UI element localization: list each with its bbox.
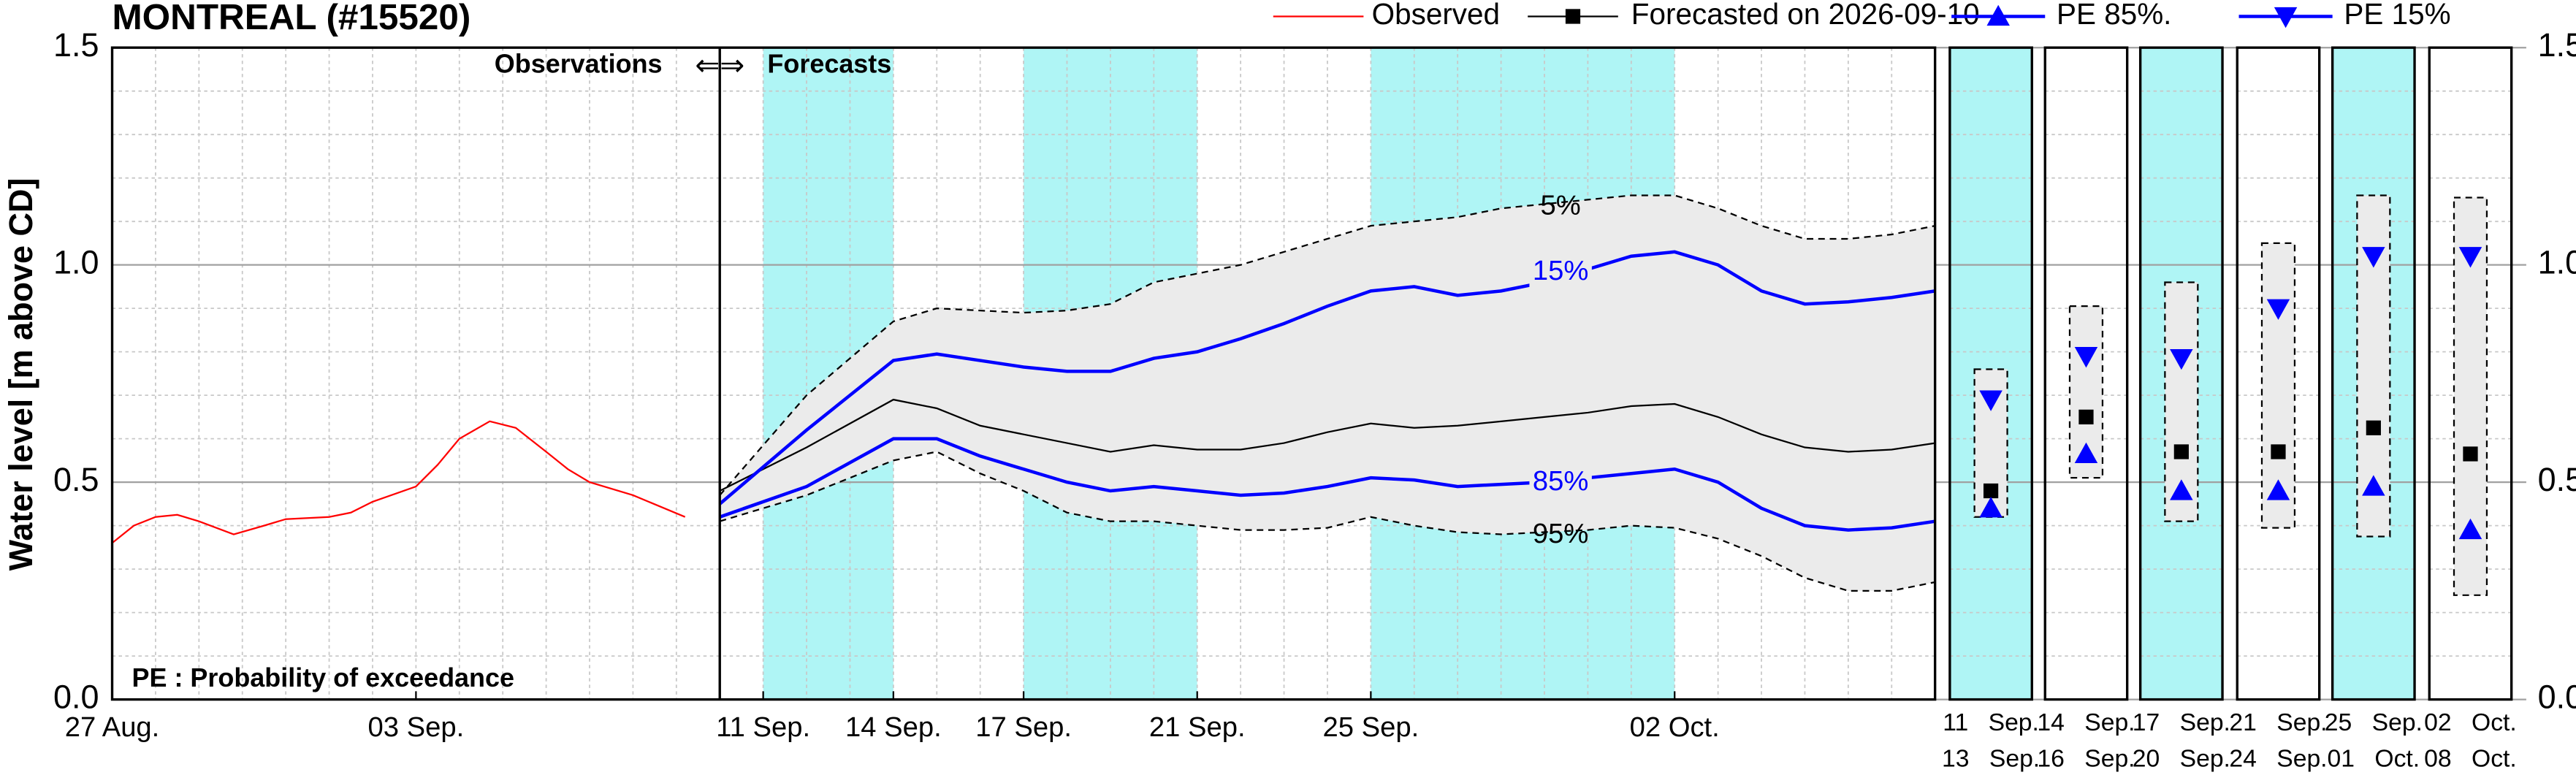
x-tick-label: 27 Aug. <box>65 711 160 743</box>
period-end: 16 Sep. <box>2037 745 2135 773</box>
legend-label: Forecasted on 2026-09-10 <box>1631 0 1980 31</box>
legend-marker <box>1986 4 2010 26</box>
envelope-lower <box>719 451 1935 592</box>
divider-arrows: ⇐⇒ <box>695 48 744 82</box>
series-line <box>719 398 1935 492</box>
period-frame <box>2331 46 2416 701</box>
period-pe15 <box>2266 299 2290 320</box>
period-pe85 <box>2170 479 2193 500</box>
period-pe15 <box>2170 348 2193 370</box>
x-tick-label: 25 Sep. <box>1323 711 1420 743</box>
x-tick-label: 21 Sep. <box>1149 711 1246 743</box>
note: PE : Probability of exceedance <box>132 663 514 692</box>
period-forecast <box>2173 444 2189 459</box>
period-forecast <box>1983 483 1999 499</box>
divider-left: Observations <box>495 48 663 78</box>
period-pe15 <box>2362 247 2385 268</box>
period-end: 08 Oct. <box>2424 745 2517 773</box>
period-pe85 <box>2362 475 2385 496</box>
label-bg <box>1529 467 1592 498</box>
period-start: 25 Sep. <box>2325 709 2423 736</box>
period-start: 17 Sep. <box>2133 709 2230 736</box>
period-forecast <box>2271 444 2286 459</box>
curve-label: 85% <box>1533 465 1588 497</box>
legend-label: PE 85%. <box>2057 0 2171 31</box>
y-tick-label: 0.0 <box>53 678 99 715</box>
x-tick-label: 02 Oct. <box>1630 711 1720 743</box>
y-axis-label: Water level [m above CD] <box>2 178 39 571</box>
y-tick-label-right: 1.0 <box>2538 244 2576 281</box>
period-forecast <box>2078 409 2094 425</box>
legend-label: Observed <box>1372 0 1500 31</box>
y-tick-label: 1.0 <box>53 244 99 281</box>
curve-label: 5% <box>1541 189 1581 221</box>
plot-frame <box>110 46 1937 701</box>
y-tick-label-right: 1.5 <box>2538 26 2576 64</box>
y-tick-label-right: 0.5 <box>2538 461 2576 498</box>
period-pe85 <box>1979 497 2003 518</box>
period-forecast <box>2463 446 2478 462</box>
period-pe15 <box>2458 247 2482 268</box>
legend-label: PE 15% <box>2344 0 2450 31</box>
period-end: 24 Sep. <box>2229 745 2327 773</box>
x-tick-label: 03 Sep. <box>368 711 465 743</box>
legend-marker <box>2274 7 2298 28</box>
x-tick-label: 17 Sep. <box>975 711 1072 743</box>
period-start: 02 Oct. <box>2424 709 2517 736</box>
series-line <box>111 420 686 544</box>
legend-marker <box>1565 9 1581 24</box>
period-pe85 <box>2074 442 2098 464</box>
series-line <box>719 437 1935 532</box>
period-frame <box>2138 46 2224 701</box>
period-pe15 <box>2074 347 2098 368</box>
period-pe85 <box>2458 518 2482 540</box>
period-start: 14 Sep. <box>2037 709 2135 736</box>
period-frame <box>2428 46 2513 701</box>
period-end: 01 Oct. <box>2328 745 2420 773</box>
curve-label: 15% <box>1533 255 1588 286</box>
period-forecast <box>2366 420 2381 435</box>
period-range <box>2164 281 2199 522</box>
divider-right: Forecasts <box>767 48 891 78</box>
x-tick-label: 11 Sep. <box>716 711 810 743</box>
label-bg <box>1529 257 1592 288</box>
period-frame <box>2236 46 2321 701</box>
period-end: 20 Sep. <box>2133 745 2230 773</box>
period-start: 21 Sep. <box>2229 709 2327 736</box>
x-tick-label: 14 Sep. <box>845 711 942 743</box>
series-line <box>718 250 1935 505</box>
y-tick-label: 1.5 <box>53 26 99 64</box>
period-pe85 <box>2266 479 2290 500</box>
y-tick-label: 0.5 <box>53 461 99 498</box>
envelope-upper <box>719 194 1935 496</box>
curve-label: 95% <box>1533 518 1588 549</box>
envelope-area <box>720 195 1935 591</box>
period-frame <box>1948 46 2033 701</box>
y-tick-label-right: 0.0 <box>2538 678 2576 715</box>
period-end: 13 Sep. <box>1942 745 2040 773</box>
period-pe15 <box>1979 390 2003 411</box>
period-frame <box>2043 46 2129 701</box>
period-start: 11 Sep. <box>1943 709 2039 736</box>
chart-title: MONTREAL (#15520) <box>113 0 471 37</box>
